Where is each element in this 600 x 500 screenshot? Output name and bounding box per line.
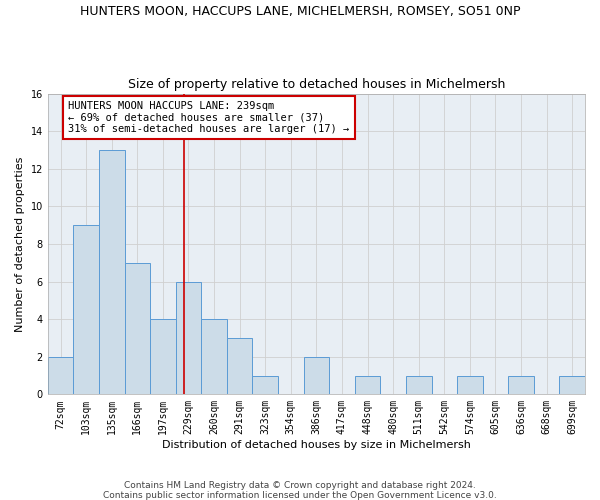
Text: HUNTERS MOON, HACCUPS LANE, MICHELMERSH, ROMSEY, SO51 0NP: HUNTERS MOON, HACCUPS LANE, MICHELMERSH,…	[80, 5, 520, 18]
Bar	[48, 356, 73, 395]
Bar	[508, 376, 534, 394]
Bar	[73, 225, 99, 394]
Bar	[457, 376, 482, 394]
Bar	[227, 338, 253, 394]
Bar	[99, 150, 125, 394]
Bar	[355, 376, 380, 394]
Y-axis label: Number of detached properties: Number of detached properties	[15, 156, 25, 332]
X-axis label: Distribution of detached houses by size in Michelmersh: Distribution of detached houses by size …	[162, 440, 471, 450]
Bar	[559, 376, 585, 394]
Bar	[304, 356, 329, 395]
Text: HUNTERS MOON HACCUPS LANE: 239sqm
← 69% of detached houses are smaller (37)
31% : HUNTERS MOON HACCUPS LANE: 239sqm ← 69% …	[68, 101, 350, 134]
Bar	[406, 376, 431, 394]
Bar	[125, 262, 150, 394]
Bar	[176, 282, 201, 395]
Title: Size of property relative to detached houses in Michelmersh: Size of property relative to detached ho…	[128, 78, 505, 91]
Bar	[201, 319, 227, 394]
Bar	[150, 319, 176, 394]
Text: Contains HM Land Registry data © Crown copyright and database right 2024.
Contai: Contains HM Land Registry data © Crown c…	[103, 480, 497, 500]
Bar	[253, 376, 278, 394]
